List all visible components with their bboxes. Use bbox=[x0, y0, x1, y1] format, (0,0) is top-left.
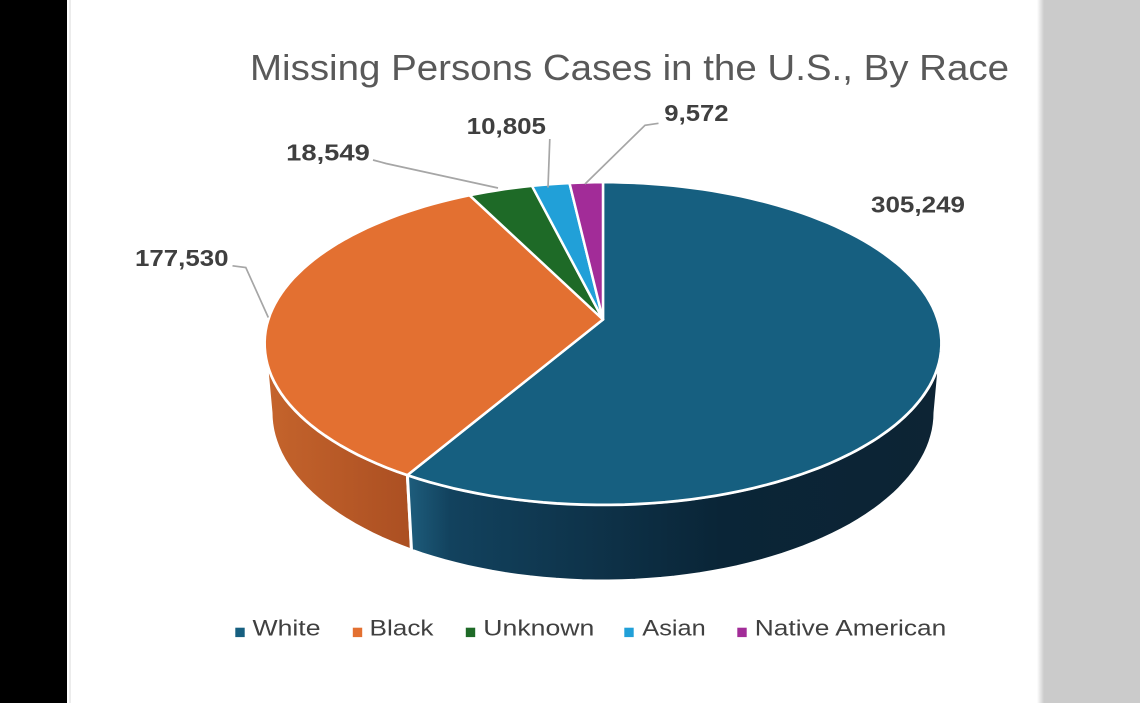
svg-text:9,572: 9,572 bbox=[664, 100, 728, 126]
svg-text:Native American: Native American bbox=[755, 616, 947, 641]
svg-text:Black: Black bbox=[370, 616, 435, 641]
svg-text:White: White bbox=[253, 616, 321, 641]
svg-text:Missing Persons Cases in the U: Missing Persons Cases in the U.S., By Ra… bbox=[250, 47, 1009, 88]
svg-text:Unknown: Unknown bbox=[483, 616, 594, 641]
svg-text:18,549: 18,549 bbox=[286, 140, 370, 166]
svg-text:177,530: 177,530 bbox=[135, 245, 229, 271]
svg-text:305,249: 305,249 bbox=[871, 191, 965, 217]
svg-text:10,805: 10,805 bbox=[467, 113, 546, 139]
svg-text:Asian: Asian bbox=[642, 616, 706, 641]
